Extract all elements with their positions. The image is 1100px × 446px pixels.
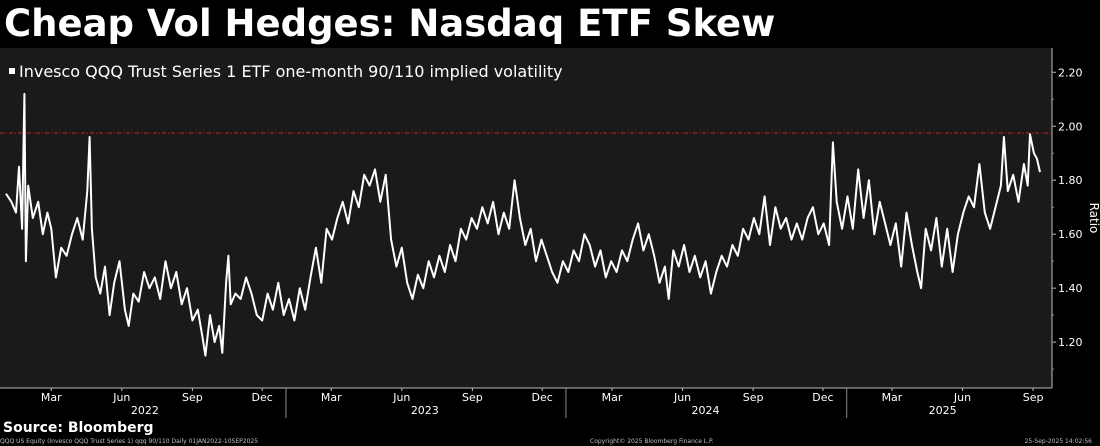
y-tick-label: 1.40 xyxy=(1058,282,1083,295)
chart-title: Cheap Vol Hedges: Nasdaq ETF Skew xyxy=(4,2,776,45)
legend-swatch xyxy=(9,68,15,74)
x-tick-label: Jun xyxy=(953,391,971,404)
year-label: 2024 xyxy=(692,404,720,417)
series-line xyxy=(5,92,1041,357)
x-tick-label: Jun xyxy=(112,391,130,404)
x-tick-label: Sep xyxy=(462,391,483,404)
y-tick-label: 2.20 xyxy=(1058,66,1083,79)
x-axis: Mar Jun Sep Dec Mar Jun Sep Dec Mar Jun Sep Dec Mar J… xyxy=(0,387,1052,418)
footer-ticker-info: QQQ US Equity (Invesco QQQ Trust Series … xyxy=(0,438,259,445)
y-tick-label: 2.00 xyxy=(1058,120,1083,133)
source-note: Source: Bloomberg xyxy=(3,420,154,436)
x-tick-label: Dec xyxy=(812,391,833,404)
x-tick-label: Sep xyxy=(182,391,203,404)
x-tick-label: Mar xyxy=(321,391,342,404)
legend: Invesco QQQ Trust Series 1 ETF one-month… xyxy=(9,62,563,81)
plot-area xyxy=(0,48,1052,388)
series-layer xyxy=(5,92,1041,357)
year-label: 2022 xyxy=(131,404,159,417)
x-tick-label: Jun xyxy=(673,391,691,404)
x-tick-label: Dec xyxy=(252,391,273,404)
footer-copyright: Copyright© 2025 Bloomberg Finance L.P. xyxy=(590,438,714,445)
year-label: 2023 xyxy=(411,404,439,417)
x-tick-label: Sep xyxy=(1023,391,1044,404)
y-tick-label: 1.60 xyxy=(1058,228,1083,241)
x-tick-label: Mar xyxy=(41,391,62,404)
y-tick-label: 1.80 xyxy=(1058,174,1083,187)
x-tick-label: Mar xyxy=(882,391,903,404)
footer-timestamp: 25-Sep-2025 14:02:56 xyxy=(1024,438,1092,445)
x-tick-label: Sep xyxy=(743,391,764,404)
x-tick-label: Dec xyxy=(532,391,553,404)
legend-label: Invesco QQQ Trust Series 1 ETF one-month… xyxy=(19,62,563,81)
x-tick-label: Mar xyxy=(602,391,623,404)
y-axis: 1.20 1.40 1.60 1.80 2.00 2.20 xyxy=(1051,48,1083,388)
y-axis-label: Ratio xyxy=(1087,203,1100,234)
year-label: 2025 xyxy=(929,404,957,417)
x-tick-label: Jun xyxy=(392,391,410,404)
y-tick-label: 1.20 xyxy=(1058,336,1083,349)
